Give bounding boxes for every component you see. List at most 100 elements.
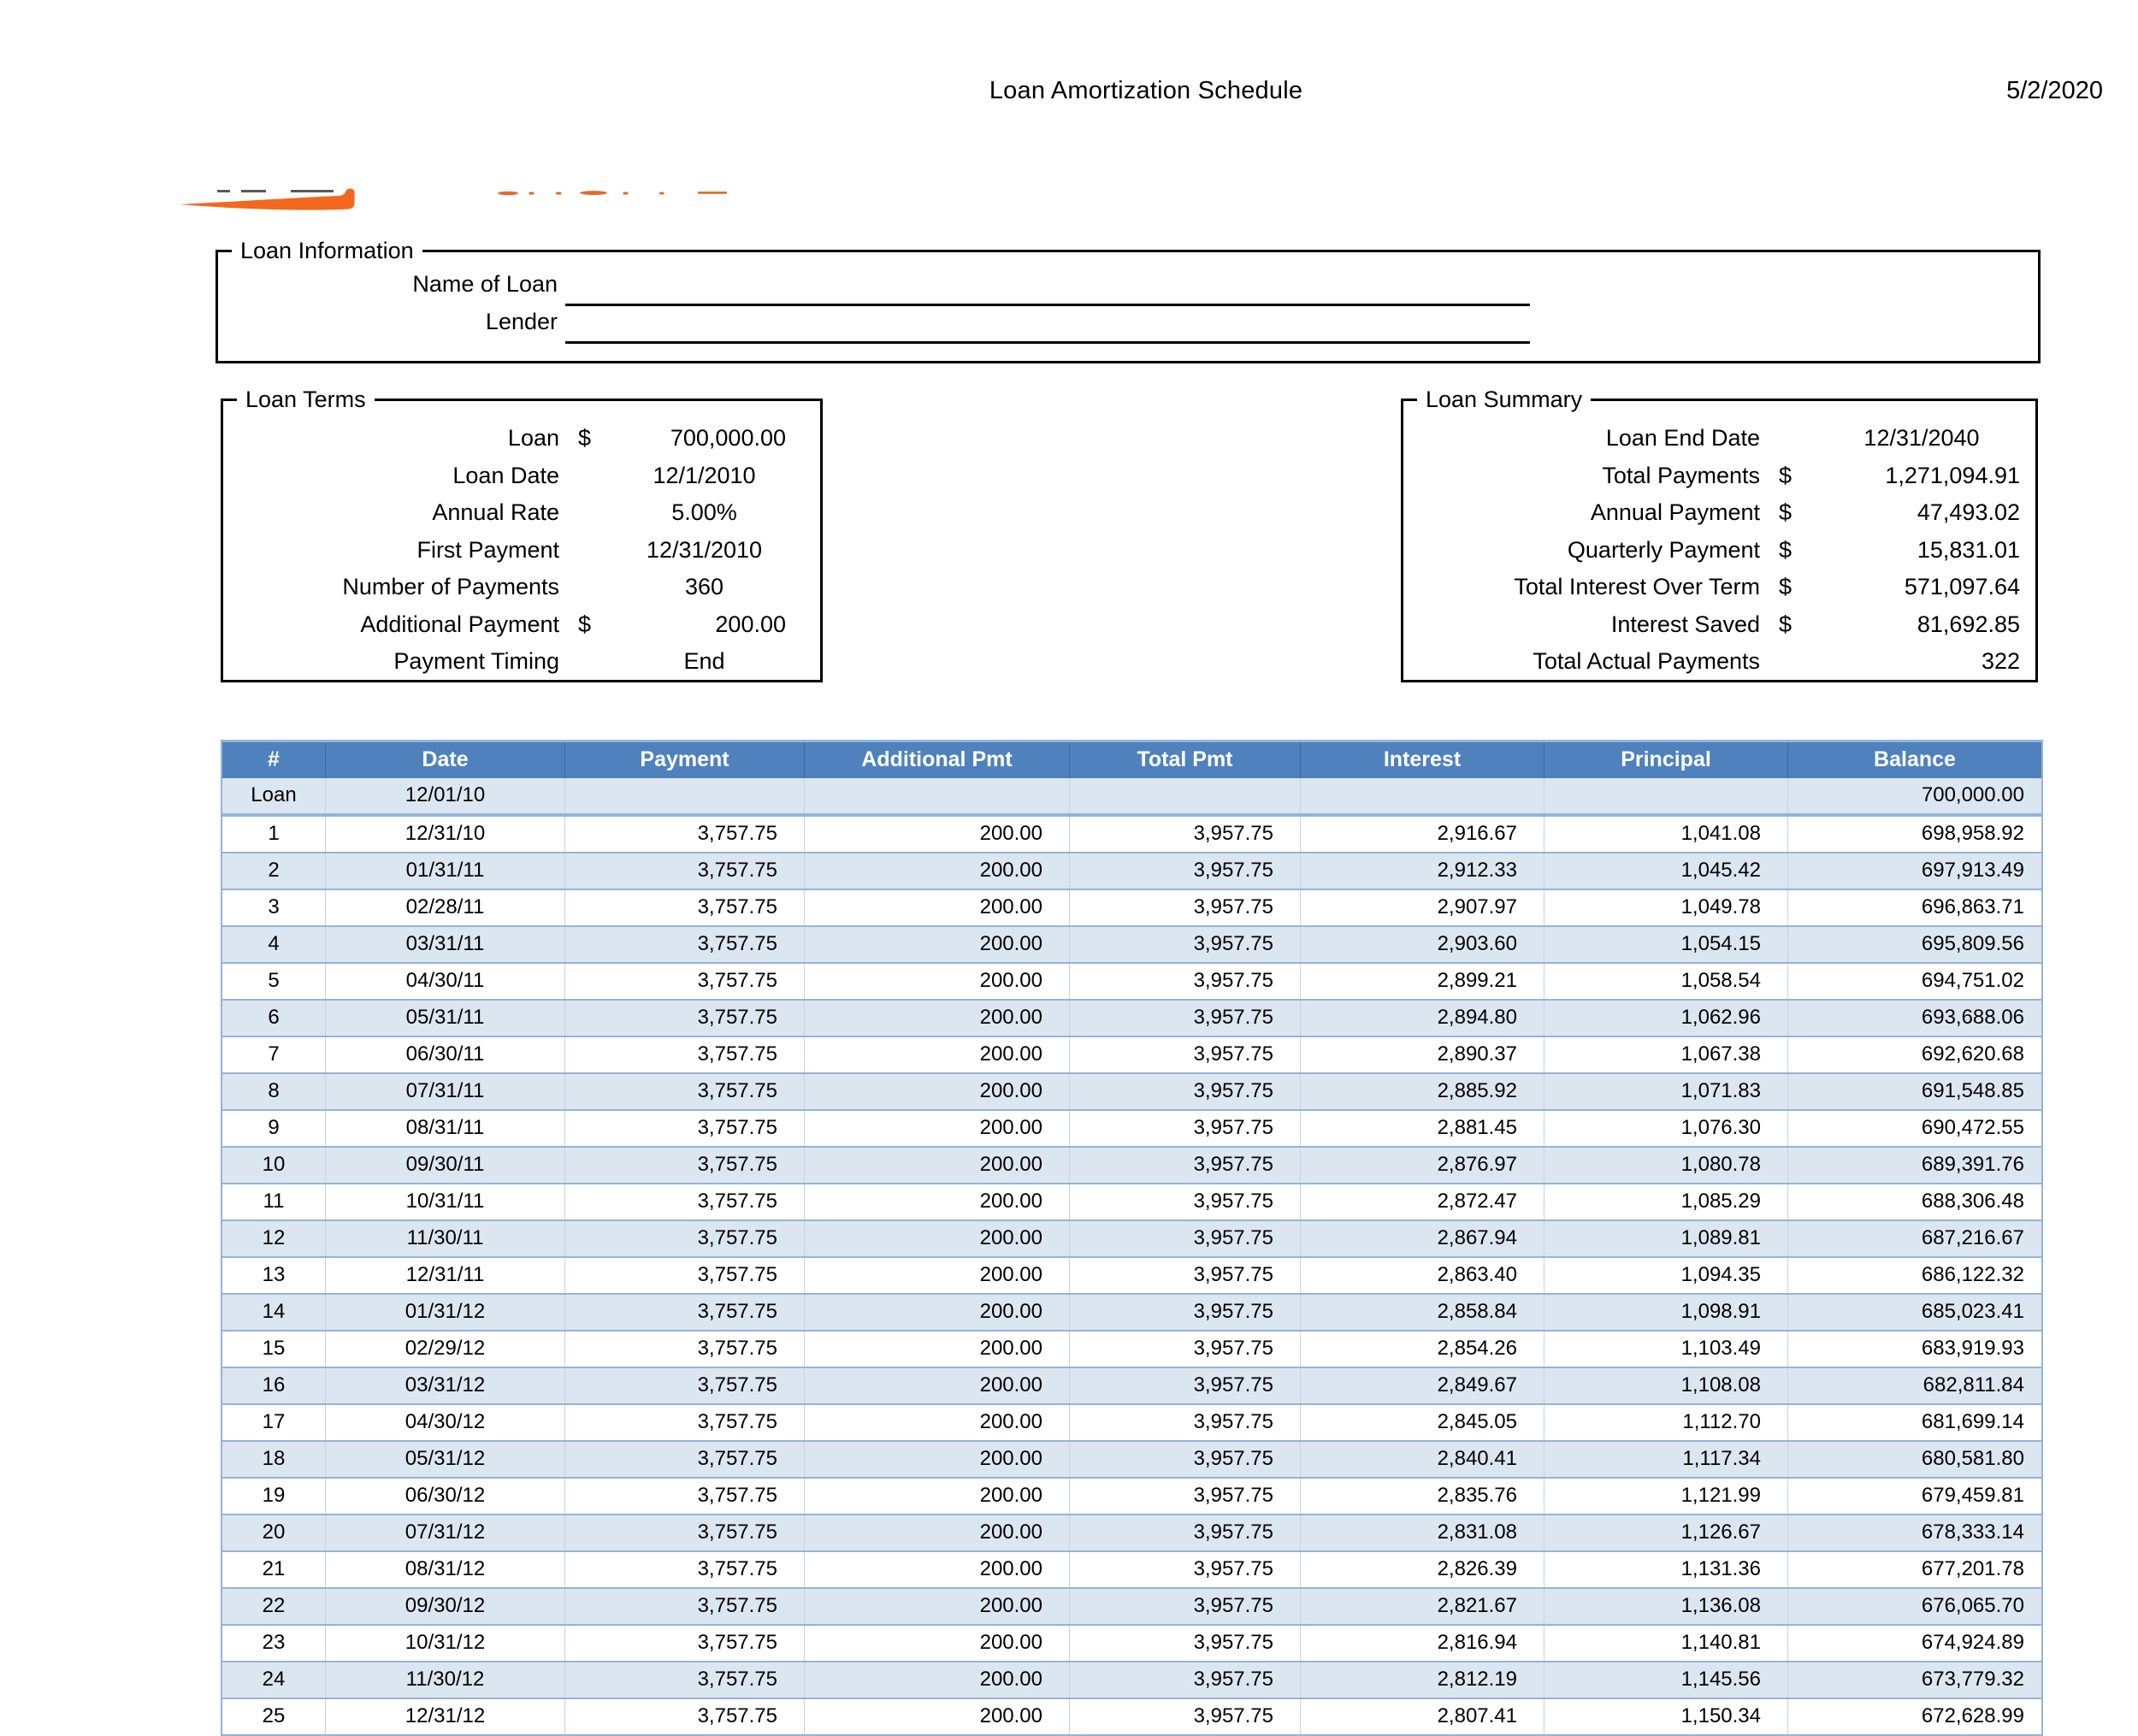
- loan-terms-title: Loan Terms: [237, 385, 375, 414]
- cell-date: 07/31/11: [325, 1074, 564, 1109]
- cell-additional-pmt: [804, 778, 1069, 813]
- field-value: 12/1/2010: [653, 462, 756, 488]
- cell-num: 6: [268, 1006, 280, 1029]
- field-label: Loan: [507, 425, 559, 452]
- cell-balance: 679,459.81: [1787, 1479, 2041, 1514]
- cell-interest: 2,907.97: [1300, 890, 1544, 925]
- cell-num: 17: [262, 1410, 286, 1433]
- loan-summary-rows: Loan End Date 12/31/2040 Total Payments $1,…: [1403, 420, 2035, 681]
- cell-balance: 692,620.68: [1787, 1037, 2041, 1072]
- form-row: Loan Date 12/1/2010: [223, 458, 820, 495]
- form-row: Total Actual Payments 322: [1403, 643, 2035, 681]
- field-value: 81,692.85: [1917, 611, 2020, 637]
- field-label: Annual Payment: [1590, 499, 1760, 526]
- table-row: 15 02/29/12 3,757.75 200.00 3,957.75 2,854.26…: [222, 1330, 2041, 1367]
- field-value: 47,493.02: [1917, 499, 2020, 526]
- cell-principal: 1,121.99: [1544, 1479, 1787, 1514]
- cell-date: 11/30/11: [325, 1221, 564, 1256]
- cell-interest: 2,912.33: [1300, 853, 1544, 889]
- cell-additional-pmt: 200.00: [804, 1037, 1069, 1072]
- field-label: Interest Saved: [1610, 611, 1760, 637]
- cell-interest: 2,899.21: [1300, 964, 1544, 999]
- cell-total-pmt: 3,957.75: [1069, 1699, 1300, 1734]
- cell-principal: 1,062.96: [1544, 1001, 1787, 1036]
- table-row: 9 08/31/11 3,757.75 200.00 3,957.75 2,881.45 1…: [222, 1109, 2041, 1146]
- cell-total-pmt: 3,957.75: [1069, 890, 1300, 925]
- field-label: Payment Timing: [393, 648, 559, 675]
- cell-interest: 2,881.45: [1300, 1111, 1544, 1146]
- cell-num: 15: [262, 1337, 286, 1360]
- cell-balance: 688,306.48: [1787, 1184, 2041, 1219]
- cell-principal: [1544, 778, 1787, 813]
- cell-principal: 1,131.36: [1544, 1552, 1787, 1587]
- table-row: 5 04/30/11 3,757.75 200.00 3,957.75 2,899.21 1…: [222, 962, 2041, 999]
- table-row: 16 03/31/12 3,757.75 200.00 3,957.75 2,849.67…: [222, 1367, 2041, 1403]
- cell-total-pmt: [1069, 778, 1300, 813]
- cell-date: 12/31/10: [325, 817, 564, 852]
- cell-interest: 2,854.26: [1300, 1332, 1544, 1367]
- cell-principal: 1,045.42: [1544, 853, 1787, 889]
- cell-balance: 695,809.56: [1787, 927, 2041, 962]
- cell-payment: 3,757.75: [564, 1699, 804, 1734]
- table-row: 22 09/30/12 3,757.75 200.00 3,957.75 2,821.67…: [222, 1587, 2041, 1624]
- cell-payment: 3,757.75: [564, 1515, 804, 1550]
- field-value: 322: [1981, 648, 2020, 675]
- cell-interest: 2,826.39: [1300, 1552, 1544, 1587]
- cell-payment: 3,757.75: [564, 1368, 804, 1403]
- cell-interest: 2,867.94: [1300, 1221, 1544, 1256]
- table-row: 25 12/31/12 3,757.75 200.00 3,957.75 2,807.41…: [222, 1698, 2041, 1734]
- table-row: 7 06/30/11 3,757.75 200.00 3,957.75 2,890.37 1…: [222, 1036, 2041, 1072]
- cell-date: 08/31/12: [325, 1552, 564, 1587]
- loan-information-title: Loan Information: [232, 236, 422, 265]
- cell-additional-pmt: 200.00: [804, 817, 1069, 852]
- cell-total-pmt: 3,957.75: [1069, 1074, 1300, 1109]
- cell-interest: 2,872.47: [1300, 1184, 1544, 1219]
- field-value: 1,271,094.91: [1885, 462, 2020, 488]
- table-row: 8 07/31/11 3,757.75 200.00 3,957.75 2,885.92 1…: [222, 1072, 2041, 1109]
- cell-principal: 1,054.15: [1544, 927, 1787, 962]
- cell-balance: 694,751.02: [1787, 964, 2041, 999]
- cell-additional-pmt: 200.00: [804, 1442, 1069, 1477]
- cell-balance: 700,000.00: [1787, 778, 2041, 813]
- field-value: 700,000.00: [670, 425, 786, 452]
- form-row: Loan End Date 12/31/2040: [1403, 420, 2035, 458]
- cell-interest: 2,835.76: [1300, 1479, 1544, 1514]
- cell-additional-pmt: 200.00: [804, 1589, 1069, 1624]
- cell-additional-pmt: 200.00: [804, 1258, 1069, 1293]
- cell-principal: 1,108.08: [1544, 1368, 1787, 1403]
- currency-symbol: $: [1779, 574, 1792, 600]
- table-row: 14 01/31/12 3,757.75 200.00 3,957.75 2,858.84…: [222, 1293, 2041, 1330]
- table-row: 19 06/30/12 3,757.75 200.00 3,957.75 2,835.76…: [222, 1477, 2041, 1514]
- cell-num: 20: [262, 1520, 286, 1544]
- cell-interest: 2,916.67: [1300, 817, 1544, 852]
- column-header-principal: Principal: [1544, 742, 1787, 778]
- form-row: Interest Saved $81,692.85: [1403, 606, 2035, 644]
- cell-num: Loan: [251, 783, 297, 806]
- cell-additional-pmt: 200.00: [804, 1001, 1069, 1036]
- cell-payment: 3,757.75: [564, 1332, 804, 1367]
- form-row: Payment Timing End: [223, 643, 820, 681]
- cell-balance: 696,863.71: [1787, 890, 2041, 925]
- form-row: Loan $700,000.00: [223, 420, 820, 458]
- cell-additional-pmt: 200.00: [804, 1221, 1069, 1256]
- cell-balance: 680,581.80: [1787, 1442, 2041, 1477]
- cell-num: 1: [268, 822, 280, 845]
- form-row: Additional Payment $200.00: [223, 606, 820, 644]
- cell-num: 9: [268, 1116, 280, 1139]
- table-row: 21 08/31/12 3,757.75 200.00 3,957.75 2,826.39…: [222, 1550, 2041, 1587]
- cell-payment: 3,757.75: [564, 964, 804, 999]
- table-row-loan: Loan 12/01/10 700,000.00: [222, 778, 2041, 815]
- cell-balance: 689,391.76: [1787, 1148, 2041, 1183]
- cell-balance: 686,122.32: [1787, 1258, 2041, 1293]
- cell-balance: 672,628.99: [1787, 1699, 2041, 1734]
- cell-additional-pmt: 200.00: [804, 1405, 1069, 1440]
- cell-total-pmt: 3,957.75: [1069, 1111, 1300, 1146]
- cell-interest: 2,863.40: [1300, 1258, 1544, 1293]
- cell-num: 7: [268, 1042, 280, 1066]
- cell-additional-pmt: 200.00: [804, 927, 1069, 962]
- loan-summary-box: Loan Summary Loan End Date 12/31/2040 Tota…: [1401, 385, 2038, 682]
- cell-balance: 690,472.55: [1787, 1111, 2041, 1146]
- cell-interest: 2,831.08: [1300, 1515, 1544, 1550]
- cell-payment: 3,757.75: [564, 1405, 804, 1440]
- logo-clipped-letter-bottoms: [498, 191, 727, 196]
